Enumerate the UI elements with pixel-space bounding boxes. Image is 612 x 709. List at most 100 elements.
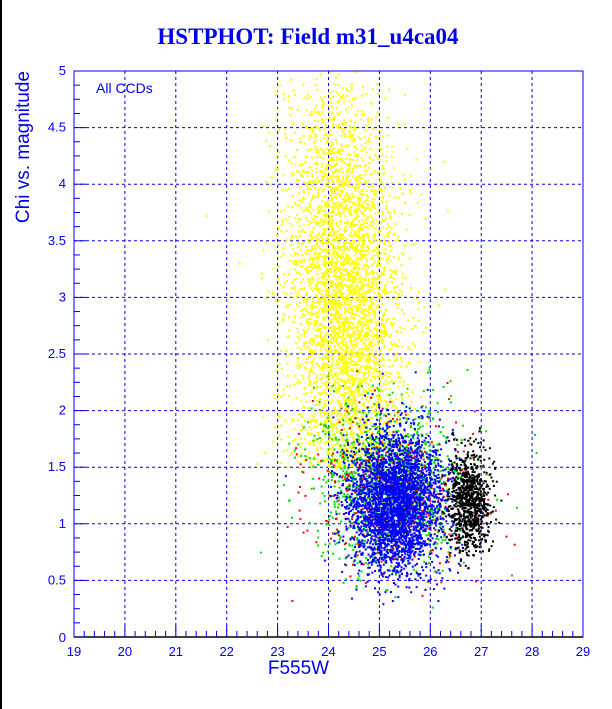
data-point-yellow xyxy=(358,422,361,424)
data-point-yellow xyxy=(295,296,298,299)
data-point-yellow xyxy=(362,404,365,407)
data-point-yellow xyxy=(273,393,276,396)
data-point-yellow xyxy=(373,411,376,414)
data-point-yellow xyxy=(398,380,401,383)
data-point-yellow xyxy=(345,296,348,299)
data-point-yellow xyxy=(367,278,370,280)
data-point-yellow xyxy=(365,272,368,275)
data-point-yellow xyxy=(345,269,348,272)
data-point-yellow xyxy=(294,235,297,238)
data-point-yellow xyxy=(400,376,402,379)
data-point-yellow xyxy=(336,222,339,225)
data-point-yellow xyxy=(340,410,343,413)
data-point-yellow xyxy=(308,233,311,236)
data-point-yellow xyxy=(329,167,331,170)
data-point-yellow xyxy=(315,287,318,290)
data-point-yellow xyxy=(393,286,396,289)
data-point-yellow xyxy=(262,249,265,252)
data-point-yellow xyxy=(336,169,339,172)
data-point-yellow xyxy=(307,277,310,280)
data-point-yellow xyxy=(344,263,347,266)
data-point-yellow xyxy=(347,307,350,309)
data-point-yellow xyxy=(385,159,388,162)
data-point-yellow xyxy=(355,307,358,309)
data-point-yellow xyxy=(325,227,328,230)
data-point-green xyxy=(339,432,342,435)
data-point-yellow xyxy=(368,156,371,159)
data-point-yellow xyxy=(337,281,340,284)
data-point-green xyxy=(427,509,430,512)
data-point-yellow xyxy=(323,307,326,310)
data-point-yellow xyxy=(390,372,393,375)
data-point-yellow xyxy=(322,209,325,212)
data-point-yellow xyxy=(291,234,294,237)
data-point-yellow xyxy=(341,273,344,275)
data-point-yellow xyxy=(327,413,330,416)
data-point-yellow xyxy=(345,94,348,97)
data-point-yellow xyxy=(323,275,326,278)
data-point-yellow xyxy=(320,297,323,300)
data-point-yellow xyxy=(323,233,325,236)
data-point-yellow xyxy=(310,184,313,187)
data-point-yellow xyxy=(363,209,366,212)
data-point-yellow xyxy=(293,259,296,262)
data-point-green xyxy=(288,442,291,445)
data-point-yellow xyxy=(311,185,314,188)
data-point-yellow xyxy=(298,242,300,245)
data-point-yellow xyxy=(310,266,313,269)
data-point-yellow xyxy=(324,325,327,328)
data-point-yellow xyxy=(367,283,370,286)
data-point-green xyxy=(370,477,373,480)
data-point-yellow xyxy=(342,124,345,126)
data-point-green xyxy=(370,492,373,495)
data-point-yellow xyxy=(320,139,322,142)
data-point-yellow xyxy=(371,255,374,257)
data-point-yellow xyxy=(329,225,332,228)
data-point-yellow xyxy=(397,386,400,389)
data-point-yellow xyxy=(289,384,291,387)
data-point-yellow xyxy=(309,304,312,307)
data-point-yellow xyxy=(312,298,314,300)
data-point-yellow xyxy=(306,456,309,458)
data-point-yellow xyxy=(323,422,326,425)
data-point-yellow xyxy=(305,253,308,255)
data-point-yellow xyxy=(350,291,353,294)
data-point-yellow xyxy=(307,320,310,323)
data-point-yellow xyxy=(364,257,367,260)
data-point-yellow xyxy=(335,213,338,216)
data-point-yellow xyxy=(327,288,330,291)
data-point-yellow xyxy=(315,449,318,452)
data-point-yellow xyxy=(382,364,385,367)
data-point-yellow xyxy=(352,219,355,222)
data-point-yellow xyxy=(349,390,352,393)
data-point-yellow xyxy=(357,164,360,167)
data-point-yellow xyxy=(331,230,334,233)
data-point-yellow xyxy=(376,404,379,406)
data-point-yellow xyxy=(332,295,335,298)
data-point-yellow xyxy=(358,191,361,194)
data-point-yellow xyxy=(348,340,351,343)
data-point-yellow xyxy=(369,360,372,363)
data-point-yellow xyxy=(319,341,322,344)
data-point-green xyxy=(370,532,373,535)
data-point-green xyxy=(344,557,347,560)
data-point-yellow xyxy=(279,284,282,287)
data-point-yellow xyxy=(324,216,327,219)
data-point-yellow xyxy=(353,280,356,283)
data-point-yellow xyxy=(339,228,342,231)
data-point-green xyxy=(331,384,334,387)
data-point-green xyxy=(378,534,381,537)
data-point-green xyxy=(418,448,421,451)
data-point-yellow xyxy=(312,339,315,342)
data-point-yellow xyxy=(303,314,306,317)
data-point-yellow xyxy=(383,335,386,338)
data-point-yellow xyxy=(323,299,326,301)
data-point-yellow xyxy=(332,256,335,259)
data-point-green xyxy=(447,468,450,471)
data-point-yellow xyxy=(308,350,311,353)
data-point-yellow xyxy=(369,341,372,344)
data-point-yellow xyxy=(316,223,319,226)
data-point-yellow xyxy=(304,206,307,209)
data-point-yellow xyxy=(344,405,347,408)
data-point-yellow xyxy=(365,271,368,274)
